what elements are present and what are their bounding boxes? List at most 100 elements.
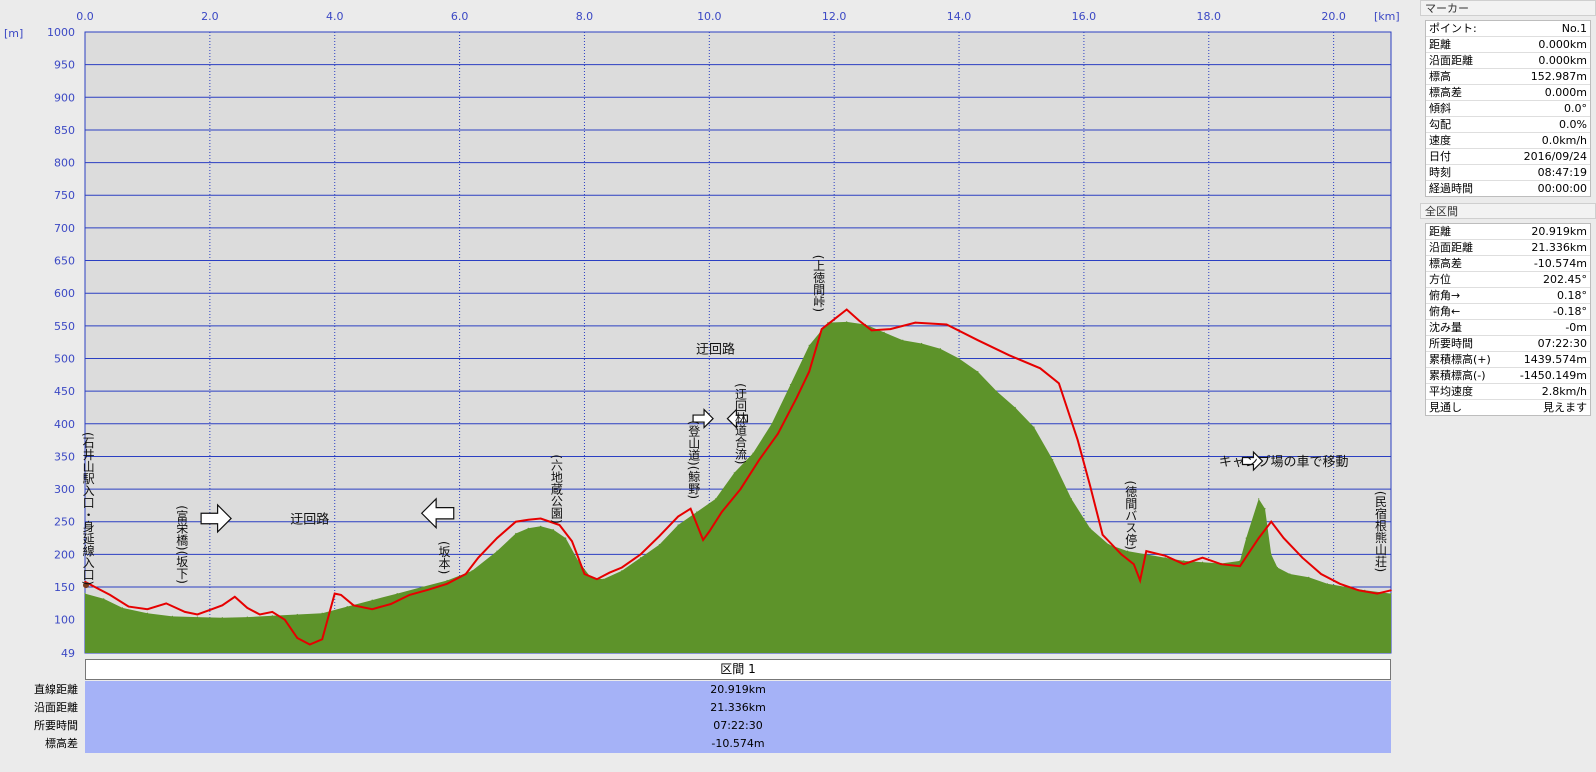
track-point [284, 618, 286, 621]
annotation-label: (石井山駅入口・身延線入口) [81, 432, 95, 585]
panel-row: 日付 2016/09/24 [1426, 149, 1590, 165]
terrain-point [1108, 544, 1110, 546]
track-point [515, 520, 517, 523]
track-point [1376, 592, 1379, 595]
track-point [777, 432, 779, 435]
panel-value: 21.336km [1531, 241, 1587, 254]
terrain-point [1201, 561, 1204, 563]
terrain-point [1183, 560, 1185, 562]
terrain-point [808, 344, 810, 346]
x-unit-label: [km] [1374, 10, 1400, 23]
terrain-point [995, 390, 998, 392]
panel-value: 見えます [1543, 401, 1587, 414]
track-point [196, 613, 199, 616]
track-point [658, 535, 661, 537]
y-tick-label: 49 [61, 647, 75, 660]
track-point [1058, 382, 1060, 385]
summary-value: 07:22:30 [85, 717, 1391, 735]
start-marker-icon [83, 582, 89, 589]
terrain-point [552, 529, 554, 531]
track-point [271, 611, 274, 613]
track-point [1201, 556, 1204, 559]
y-tick-label: 200 [54, 548, 75, 561]
total-table: 距離 20.919km 沿面距離 21.336km 標高差 -10.574m 方位 202.4… [1425, 223, 1591, 416]
track-point [477, 556, 480, 559]
terrain-point [346, 606, 348, 608]
panel-key: 距離 [1429, 225, 1451, 238]
panel-row: 標高差 -10.574m [1426, 256, 1590, 272]
track-point [371, 608, 374, 610]
panel-row: 経過時間 00:00:00 [1426, 181, 1590, 196]
track-point [739, 488, 742, 490]
annotation-layer: (石井山駅入口・身延線入口) (富栄橋)(坂下) (坂本) (六地蔵公園) (登山道)(… [81, 255, 1387, 586]
track-point [1257, 537, 1260, 539]
terrain-point [221, 617, 223, 619]
panel-value: No.1 [1561, 22, 1587, 35]
track-point [296, 637, 299, 639]
panel-key: 方位 [1429, 273, 1451, 286]
terrain-point [527, 527, 529, 529]
terrain-area [85, 321, 1391, 653]
track-point [1390, 589, 1392, 592]
track-point [870, 329, 873, 332]
annotation-label: 迂回路 [290, 511, 329, 527]
track-point [1089, 485, 1091, 487]
arrow-right-icon [200, 503, 232, 534]
terrain-point [752, 452, 754, 454]
terrain-point [789, 384, 792, 386]
panel-row: 方位 202.45° [1426, 272, 1590, 288]
track-point [352, 604, 355, 607]
terrain-point [733, 472, 735, 474]
track-point [708, 530, 711, 533]
panel-row: 俯角← -0.18° [1426, 304, 1590, 320]
panel-row: 所要時間 07:22:30 [1426, 336, 1590, 352]
summary-label: 標高差 [45, 737, 78, 750]
terrain-point [771, 423, 773, 425]
x-tick-label: 12.0 [822, 10, 847, 23]
x-tick-label: 14.0 [947, 10, 972, 23]
track-point [390, 603, 392, 605]
marker-panel-title: マーカー [1420, 0, 1596, 16]
terrain-point [121, 607, 124, 609]
panel-value: 00:00:00 [1537, 182, 1587, 195]
track-point [127, 605, 130, 608]
terrain-point [1070, 498, 1072, 500]
track-point [234, 596, 236, 598]
terrain-point [602, 578, 604, 580]
panel-key: 勾配 [1429, 118, 1451, 131]
track-point [527, 519, 530, 521]
elevation-chart[interactable]: 0.0 2.0 4.0 6.0 8.0 10.0 12.0 14.0 16.0 18.0 20.0 … [0, 0, 1400, 660]
terrain-point [1033, 426, 1035, 428]
track-point [845, 308, 848, 311]
panel-value: -10.574m [1533, 257, 1587, 270]
terrain-point [1245, 537, 1247, 539]
terrain-point [958, 357, 960, 360]
track-point [758, 458, 761, 461]
track-point [1133, 563, 1135, 565]
terrain-point [1052, 459, 1054, 461]
summary-row: 所要時間 07:22:30 [0, 717, 1392, 735]
y-tick-label: 700 [54, 222, 75, 235]
annotation-label: 迂回路 [696, 342, 735, 358]
track-point [889, 328, 892, 330]
panel-value: 08:47:19 [1537, 166, 1587, 179]
panel-value: 2016/09/24 [1523, 150, 1587, 163]
track-point [427, 588, 430, 591]
panel-row: 沿面距離 0.000km [1426, 53, 1590, 69]
arrow-left-icon [726, 408, 749, 430]
track-point [583, 573, 586, 575]
arrow-right-icon [692, 408, 714, 430]
terrain-point [321, 612, 323, 614]
y-tick-label: 300 [54, 483, 75, 496]
terrain-point [640, 557, 642, 559]
track-point [1076, 439, 1079, 441]
track-point [1145, 550, 1148, 552]
panel-row: 標高 152.987m [1426, 69, 1590, 85]
terrain-point [1014, 406, 1016, 409]
y-tick-label: 1000 [47, 26, 75, 39]
panel-row: 沈み量 -0m [1426, 320, 1590, 336]
track-point [558, 524, 561, 526]
panel-key: 標高差 [1429, 86, 1462, 99]
terrain-point [902, 339, 904, 341]
terrain-point [1258, 498, 1260, 500]
